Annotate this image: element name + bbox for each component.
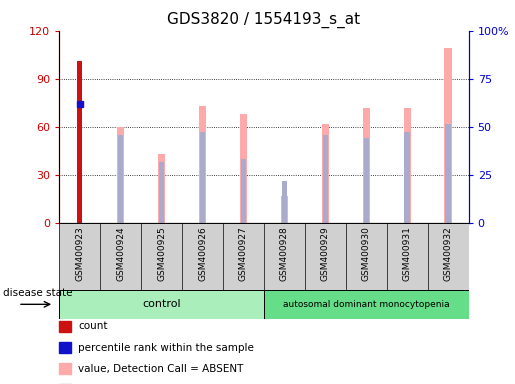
Text: GSM400929: GSM400929 (321, 226, 330, 281)
Title: GDS3820 / 1554193_s_at: GDS3820 / 1554193_s_at (167, 12, 360, 28)
Bar (282, 181, 287, 223)
Text: GSM400932: GSM400932 (444, 226, 453, 281)
Bar (199, 106, 206, 223)
Bar (77, 61, 82, 223)
Bar (404, 132, 410, 223)
Text: GSM400927: GSM400927 (239, 226, 248, 281)
Bar (322, 124, 329, 223)
Text: percentile rank within the sample: percentile rank within the sample (78, 343, 254, 353)
Text: GSM400925: GSM400925 (157, 226, 166, 281)
Bar (200, 132, 205, 223)
Text: GSM400928: GSM400928 (280, 226, 289, 281)
Text: GSM400926: GSM400926 (198, 226, 207, 281)
Text: control: control (142, 299, 181, 310)
Bar (364, 138, 369, 223)
Bar (363, 108, 370, 223)
Text: GSM400924: GSM400924 (116, 226, 125, 281)
Text: GSM400930: GSM400930 (362, 226, 371, 281)
Bar (159, 162, 164, 223)
Bar (322, 135, 328, 223)
Text: GSM400931: GSM400931 (403, 226, 411, 281)
Text: value, Detection Call = ABSENT: value, Detection Call = ABSENT (78, 364, 244, 374)
FancyBboxPatch shape (59, 290, 264, 319)
Text: count: count (78, 321, 108, 331)
Text: autosomal dominant monocytopenia: autosomal dominant monocytopenia (283, 300, 450, 309)
Text: disease state: disease state (3, 288, 72, 298)
Bar (240, 114, 247, 223)
Bar (158, 154, 165, 223)
Bar (445, 124, 451, 223)
Bar (281, 195, 288, 223)
Bar (241, 159, 246, 223)
Bar (118, 135, 124, 223)
Bar (444, 48, 452, 223)
Bar (117, 127, 124, 223)
FancyBboxPatch shape (264, 290, 469, 319)
Bar (404, 108, 411, 223)
Text: GSM400923: GSM400923 (75, 226, 84, 281)
